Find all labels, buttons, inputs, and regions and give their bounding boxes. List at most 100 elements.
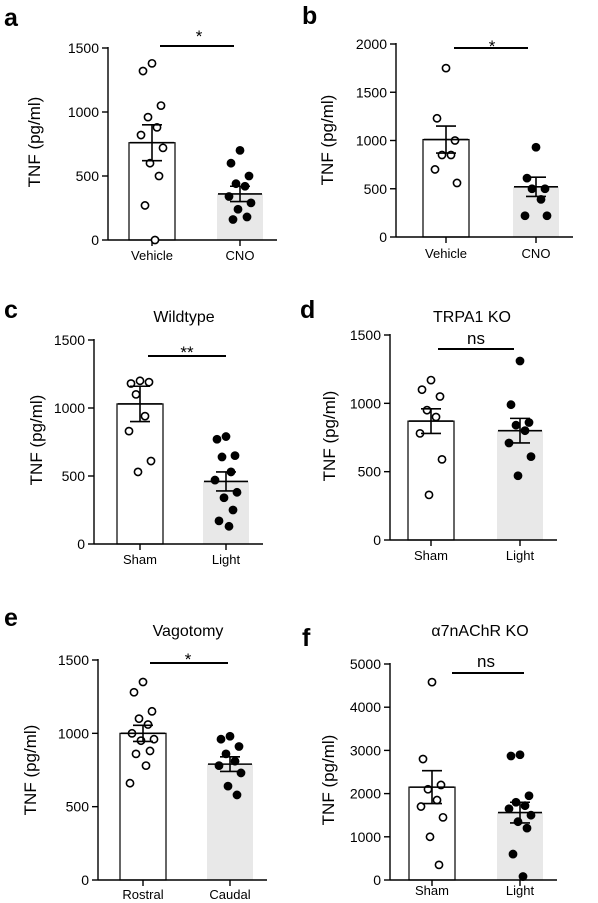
- data-point: [143, 112, 153, 122]
- y-tick-label: 1000: [350, 395, 381, 411]
- y-tick-label: 4000: [350, 699, 381, 715]
- bar-sham: [407, 420, 455, 541]
- panel-b: b TNF (pg/ml) * Vehicle CNO 0 500 1000 1500…: [302, 2, 573, 261]
- data-point: [242, 212, 252, 222]
- bar-rostral: [119, 732, 167, 881]
- data-point: [506, 751, 516, 761]
- data-point: [522, 823, 532, 833]
- data-point: [131, 389, 141, 399]
- data-point: [244, 171, 254, 181]
- data-point: [531, 142, 541, 152]
- data-point: [228, 505, 238, 515]
- data-point: [135, 376, 145, 386]
- data-point: [508, 849, 518, 859]
- data-point: [134, 714, 144, 724]
- data-point: [430, 165, 440, 174]
- data-point: [131, 749, 141, 759]
- data-point: [524, 791, 534, 801]
- bar-caudal: [207, 764, 253, 880]
- panel-title: Vagotomy: [153, 623, 224, 640]
- y-tick-label: 1500: [58, 652, 89, 668]
- y-tick-label: 1000: [68, 104, 99, 120]
- data-point: [236, 768, 246, 778]
- panel-f: f α7nAChR KO TNF (pg/ml) ns Sham Light 0…: [302, 623, 557, 898]
- y-tick-label: 1000: [356, 133, 387, 149]
- data-point: [511, 420, 521, 430]
- data-point: [438, 812, 448, 822]
- data-point: [124, 426, 134, 436]
- data-point: [246, 198, 256, 208]
- data-point: [129, 687, 139, 697]
- data-point: [431, 412, 441, 422]
- y-axis-label: TNF (pg/ml): [27, 395, 46, 486]
- y-tick-label: 1000: [58, 725, 89, 741]
- panel-letter: d: [300, 296, 315, 324]
- category-label: Caudal: [209, 887, 250, 902]
- y-tick-label: 0: [373, 872, 381, 888]
- data-point: [133, 467, 143, 477]
- data-point: [146, 456, 156, 466]
- y-tick-label: 0: [373, 532, 381, 548]
- category-label: Rostral: [122, 887, 163, 902]
- data-point: [515, 356, 525, 366]
- data-point: [416, 802, 426, 811]
- data-point: [435, 392, 445, 401]
- data-point: [518, 872, 528, 881]
- y-axis-label: TNF (pg/ml): [318, 95, 337, 186]
- significance-label: **: [180, 343, 194, 362]
- data-point: [522, 173, 532, 183]
- data-point: [147, 706, 157, 716]
- category-label: CNO: [226, 248, 255, 263]
- data-point: [138, 677, 148, 687]
- y-tick-label: 5000: [350, 656, 381, 672]
- panel-letter: c: [4, 296, 18, 324]
- y-axis-label: TNF (pg/ml): [21, 725, 40, 816]
- significance-label: ns: [477, 652, 495, 671]
- data-point: [212, 434, 222, 444]
- data-point: [225, 731, 235, 741]
- data-point: [450, 136, 460, 145]
- data-point: [233, 204, 243, 214]
- significance-label: *: [185, 650, 192, 669]
- data-point: [520, 801, 530, 811]
- data-point: [427, 677, 437, 687]
- data-point: [140, 411, 150, 421]
- y-tick-label: 500: [62, 468, 86, 484]
- data-point: [214, 516, 224, 526]
- data-point: [434, 860, 444, 870]
- data-point: [214, 761, 224, 770]
- panel-e: e Vagotomy TNF (pg/ml) * Rostral Caudal …: [4, 604, 267, 902]
- data-point: [424, 490, 434, 500]
- y-tick-label: 0: [77, 536, 85, 552]
- data-point: [422, 405, 432, 415]
- category-label: Light: [506, 883, 535, 898]
- y-tick-label: 1500: [356, 84, 387, 100]
- significance-label: ns: [467, 329, 485, 348]
- data-point: [150, 235, 160, 245]
- data-point: [504, 804, 514, 814]
- category-label: Sham: [414, 548, 448, 563]
- panel-letter: f: [302, 624, 311, 652]
- data-point: [216, 734, 226, 744]
- data-point: [210, 475, 220, 485]
- data-point: [230, 451, 240, 460]
- data-point: [125, 778, 135, 788]
- data-point: [526, 452, 536, 462]
- data-point: [515, 750, 525, 760]
- significance-label: *: [196, 27, 203, 46]
- y-axis-label: TNF (pg/ml): [25, 97, 44, 188]
- data-point: [437, 454, 447, 464]
- category-label: Sham: [123, 552, 157, 567]
- y-tick-label: 3000: [350, 742, 381, 758]
- panel-d: d TRPA1 KO TNF (pg/ml) ns Sham Light 0 50…: [300, 296, 557, 563]
- data-point: [136, 130, 146, 140]
- data-point: [520, 211, 530, 221]
- panel-title: α7nAChR KO: [431, 623, 528, 640]
- data-point: [235, 145, 245, 155]
- category-label: Light: [212, 552, 241, 567]
- data-point: [224, 521, 234, 531]
- y-tick-label: 0: [81, 872, 89, 888]
- data-point: [506, 400, 516, 410]
- data-point: [542, 211, 552, 221]
